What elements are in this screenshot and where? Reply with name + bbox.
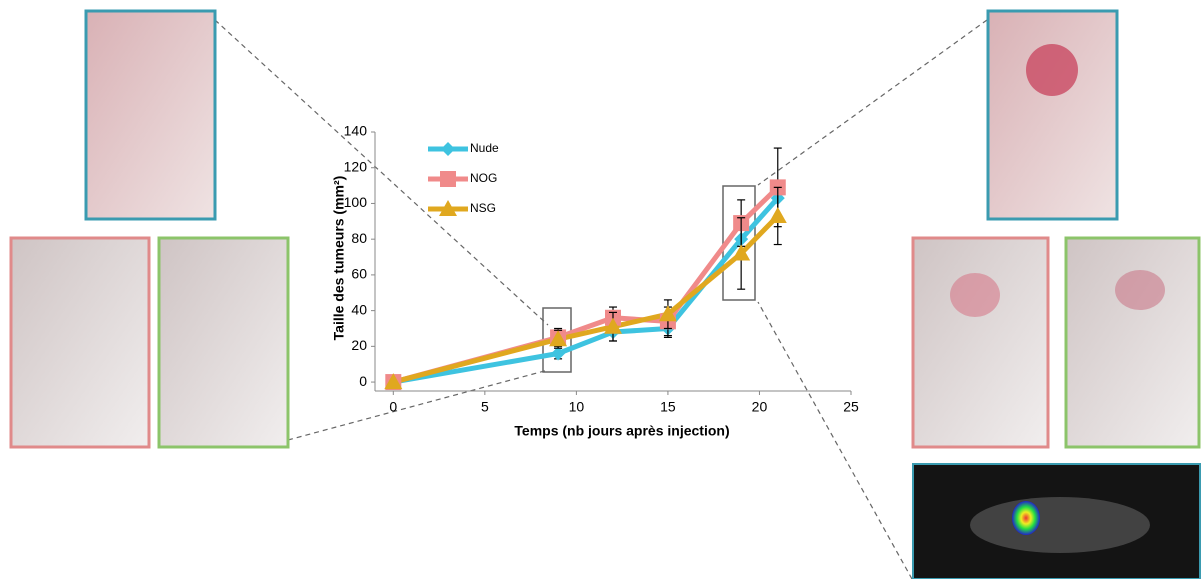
y-tick-label: 0 bbox=[359, 373, 367, 389]
series-line bbox=[392, 214, 780, 385]
plot: 0 20 40 60 80 100 120 140 0 5 10 15 20 25 Nude NOG NSG bbox=[344, 123, 859, 415]
point bbox=[658, 305, 677, 322]
series-line bbox=[392, 185, 780, 385]
point bbox=[604, 317, 622, 334]
x-axis-title: Temps (nb jours après injection) bbox=[514, 423, 729, 439]
highlight-box bbox=[722, 185, 756, 301]
point bbox=[549, 330, 568, 347]
x-tick-label: 15 bbox=[660, 399, 676, 415]
y-tick-label: 100 bbox=[344, 194, 368, 210]
tumor bbox=[1026, 44, 1078, 96]
photo-nude-early bbox=[84, 9, 217, 221]
y-tick-label: 140 bbox=[344, 123, 368, 139]
photo-nude-late bbox=[986, 9, 1119, 221]
tumor bbox=[1115, 270, 1165, 310]
photo-nsg-late bbox=[1064, 236, 1201, 449]
point bbox=[384, 373, 403, 390]
y-tick-label: 60 bbox=[351, 266, 367, 282]
tumor bbox=[950, 273, 1000, 317]
legend-marker bbox=[440, 171, 456, 187]
x-tick-label: 10 bbox=[569, 399, 585, 415]
y-tick-label: 80 bbox=[351, 230, 367, 246]
connector bbox=[757, 301, 913, 579]
connector bbox=[214, 19, 549, 326]
x-tick-label: 0 bbox=[389, 399, 397, 415]
connector bbox=[757, 19, 988, 186]
connector bbox=[287, 369, 549, 441]
photo-nsg-early bbox=[157, 236, 290, 449]
x-tick-label: 5 bbox=[481, 399, 489, 415]
y-axis-title: Taille des tumeurs (mm²) bbox=[331, 176, 347, 341]
series-line bbox=[392, 196, 780, 385]
mouse-silhouette bbox=[970, 497, 1150, 553]
point bbox=[768, 206, 787, 223]
legend-label: Nude bbox=[470, 141, 499, 155]
x-tick-label: 20 bbox=[752, 399, 768, 415]
y-tick-label: 40 bbox=[351, 301, 367, 317]
photo-nog-early bbox=[9, 236, 151, 449]
legend-label: NOG bbox=[470, 171, 497, 185]
photo-nog-late bbox=[911, 236, 1050, 449]
y-tick-label: 120 bbox=[344, 158, 368, 174]
y-tick-label: 20 bbox=[351, 337, 367, 353]
point bbox=[732, 244, 751, 261]
x-tick-label: 25 bbox=[843, 399, 859, 415]
point bbox=[551, 346, 566, 361]
legend-marker bbox=[439, 200, 457, 216]
legend-marker bbox=[441, 142, 455, 156]
legend-label: NSG bbox=[470, 201, 496, 215]
signal bbox=[1012, 501, 1040, 535]
